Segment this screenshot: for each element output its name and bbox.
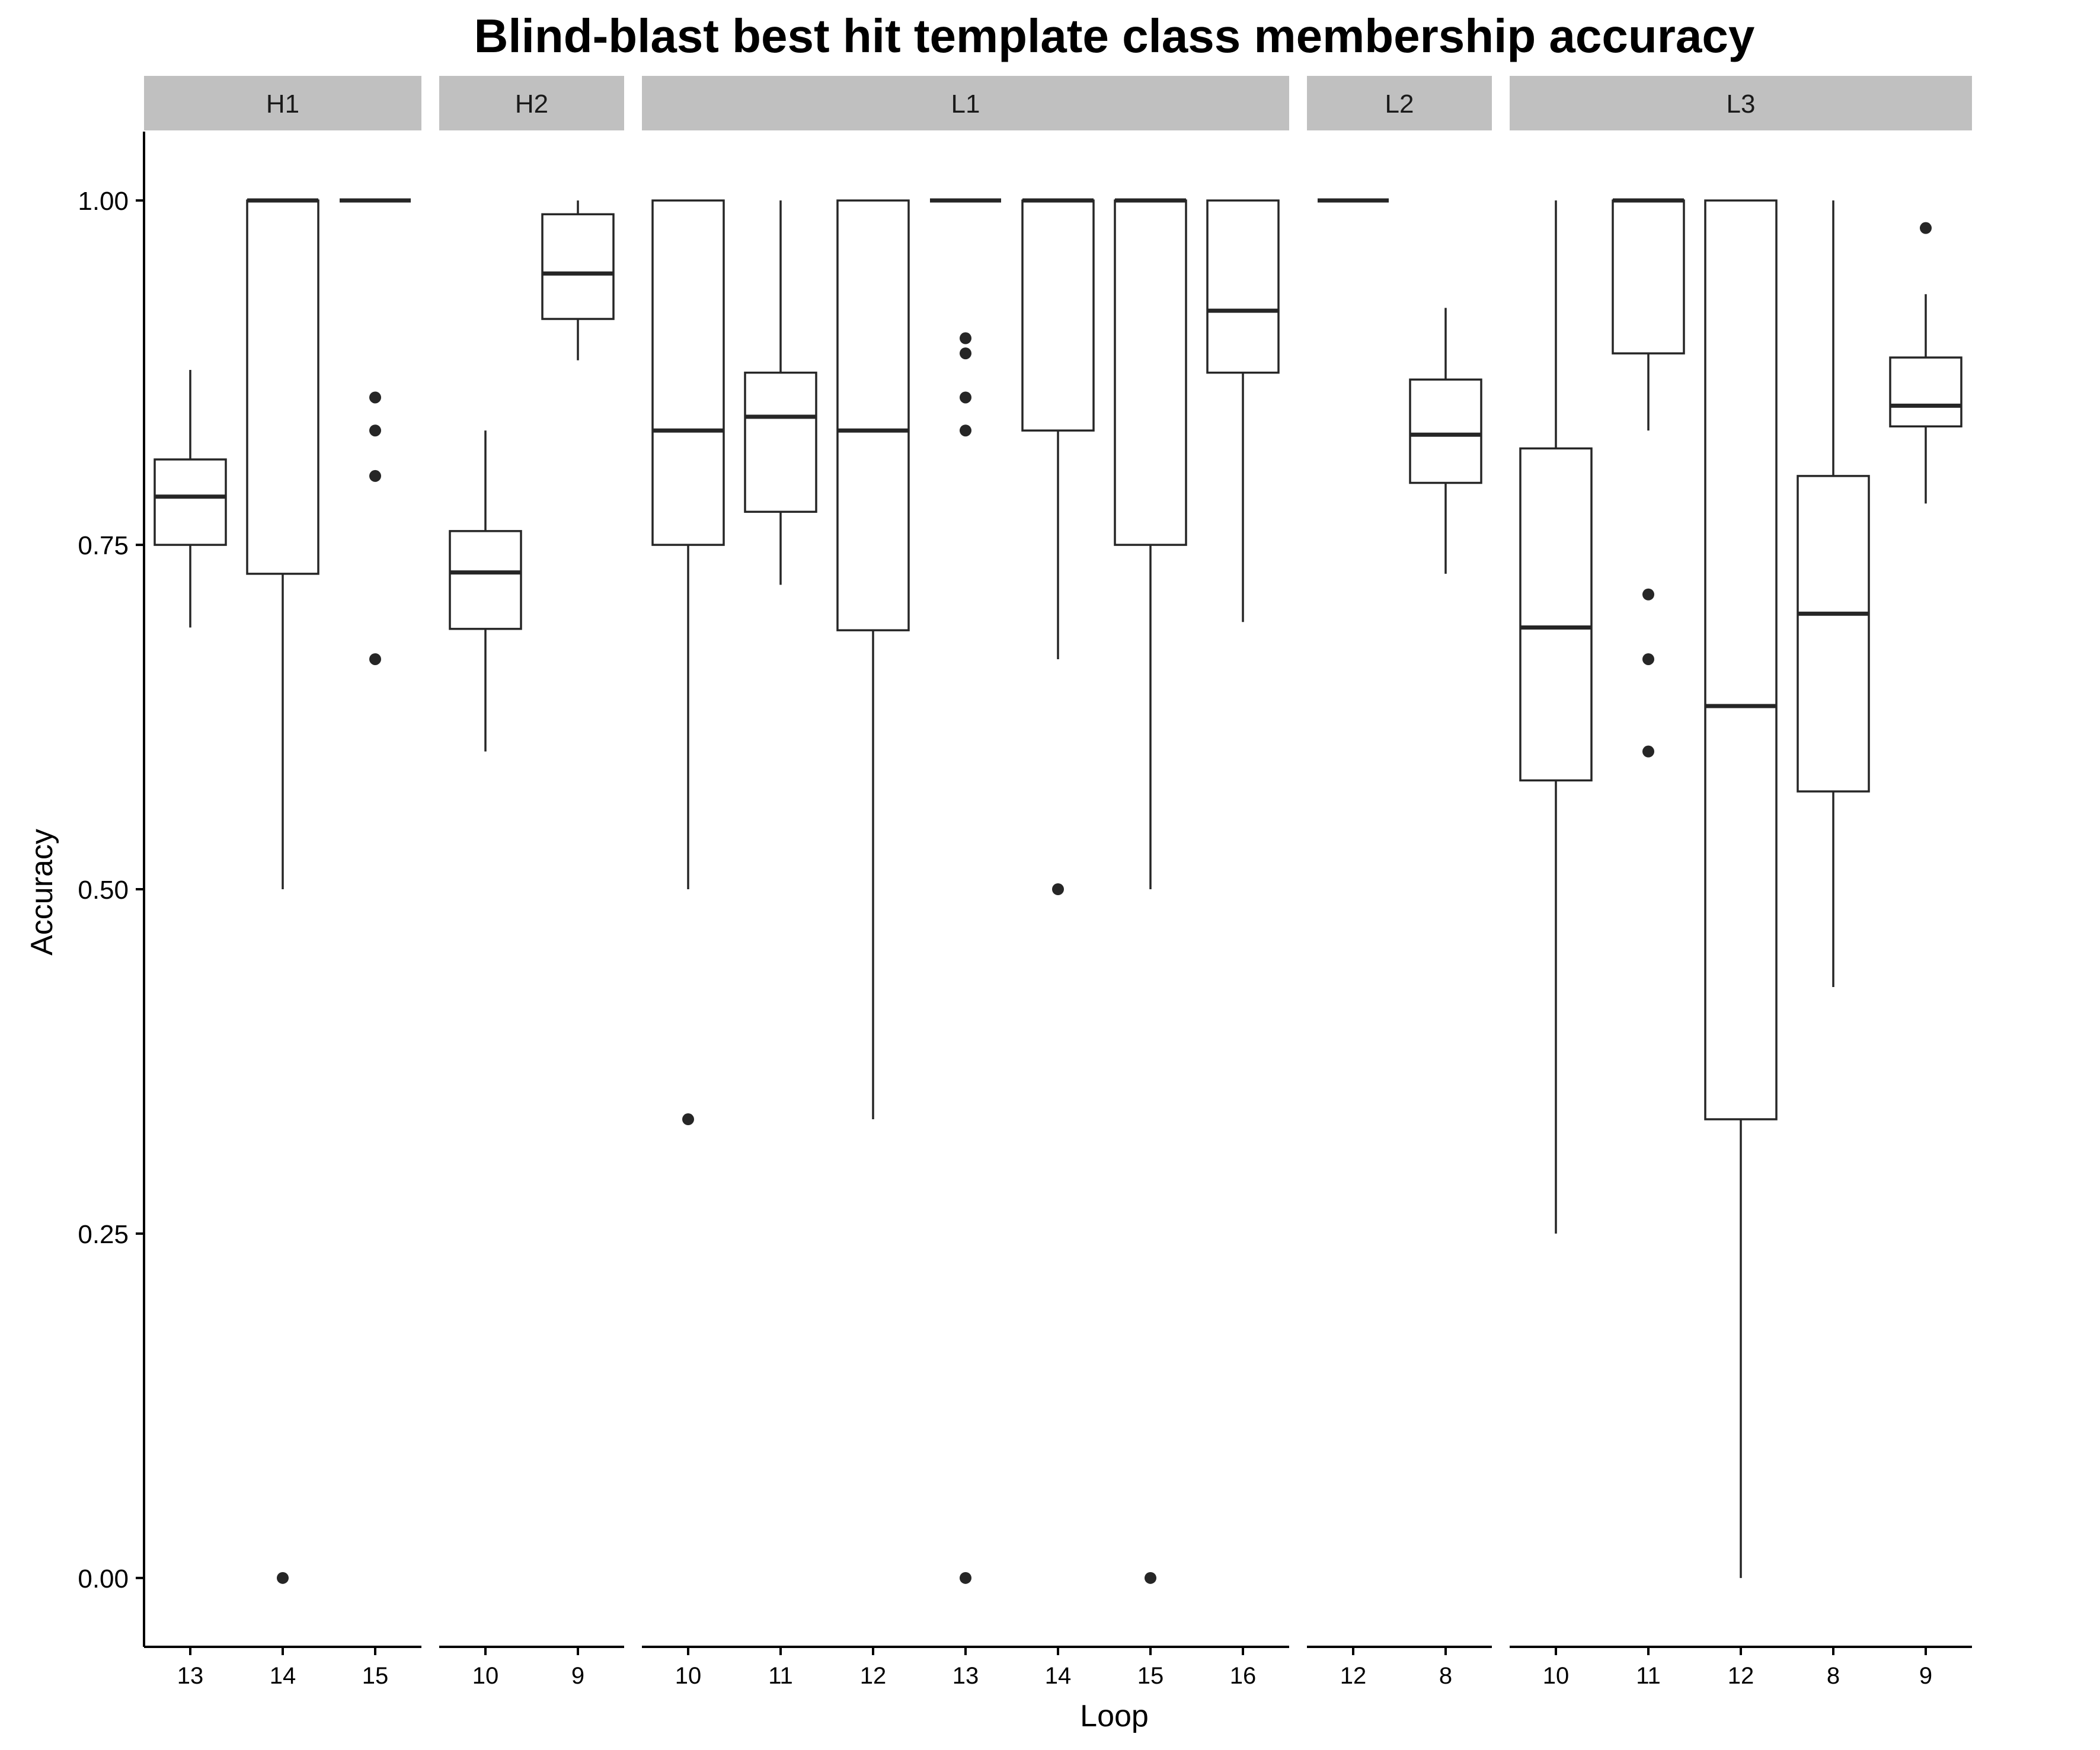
facet-strip bbox=[1307, 76, 1492, 130]
outlier-point bbox=[369, 470, 381, 482]
box-l1-16 bbox=[1206, 199, 1280, 622]
chart-title: Blind-blast best hit template class memb… bbox=[474, 9, 1755, 62]
box-iqr bbox=[1021, 199, 1095, 432]
box-l3-10 bbox=[1519, 200, 1593, 1234]
outlier-point bbox=[277, 1572, 289, 1584]
x-tick-label: 8 bbox=[1439, 1663, 1452, 1689]
box-iqr bbox=[541, 213, 615, 320]
box-iqr bbox=[836, 199, 910, 631]
box-iqr bbox=[246, 199, 319, 575]
x-tick-label: 9 bbox=[1919, 1663, 1932, 1689]
box-iqr bbox=[744, 371, 817, 513]
outlier-point bbox=[960, 347, 971, 360]
x-tick-label: 14 bbox=[270, 1663, 296, 1689]
outlier-point bbox=[1642, 653, 1654, 665]
box-l1-13 bbox=[930, 198, 1001, 1584]
x-tick-label: 10 bbox=[1543, 1663, 1570, 1689]
box-iqr bbox=[1797, 475, 1870, 793]
facet-strip-label: H1 bbox=[266, 90, 299, 119]
x-tick-label: 12 bbox=[1340, 1663, 1367, 1689]
outlier-point bbox=[960, 332, 971, 344]
facet-l2: L2 12 8 bbox=[1307, 76, 1492, 1689]
x-tick-label: 8 bbox=[1827, 1663, 1840, 1689]
x-tick-label: 13 bbox=[952, 1663, 979, 1689]
box-iqr bbox=[1206, 199, 1280, 374]
x-tick-label: 12 bbox=[1728, 1663, 1754, 1689]
box-iqr bbox=[1409, 378, 1482, 484]
outlier-point bbox=[369, 424, 381, 437]
y-axis: 0.00 0.25 0.50 0.75 1.00 bbox=[78, 132, 145, 1647]
x-axis-title: Loop bbox=[1080, 1699, 1149, 1733]
box-iqr bbox=[1114, 199, 1187, 546]
y-axis-title: Accuracy bbox=[25, 829, 59, 956]
box-l1-12 bbox=[836, 199, 910, 1120]
outlier-point bbox=[1642, 588, 1654, 601]
outlier-point bbox=[960, 391, 971, 404]
box-iqr bbox=[154, 458, 227, 546]
x-tick-label: 11 bbox=[1636, 1663, 1661, 1689]
facet-strip bbox=[642, 76, 1289, 130]
box-h1-13 bbox=[154, 369, 227, 628]
x-tick-label: 16 bbox=[1230, 1663, 1257, 1689]
box-l3-11 bbox=[1612, 198, 1685, 758]
y-tick-label: 0.25 bbox=[78, 1220, 129, 1249]
x-tick-label: 10 bbox=[472, 1663, 499, 1689]
x-tick-label: 13 bbox=[177, 1663, 204, 1689]
facet-l3: L3 10 11 12 8 9 bbox=[1510, 76, 1972, 1689]
outlier-point bbox=[1920, 222, 1932, 234]
outlier-point bbox=[960, 1572, 971, 1584]
box-l3-8 bbox=[1797, 200, 1870, 987]
facet-panels: H1 13 14 15 H2 10 9 L1 10 11 12 13 14 15 16 L2 12 8 L3 10 11… bbox=[144, 76, 1972, 1689]
facet-strip bbox=[1510, 76, 1972, 130]
box-h1-14 bbox=[246, 198, 319, 1584]
box-l2-8 bbox=[1409, 308, 1482, 574]
outlier-point bbox=[1642, 745, 1654, 758]
box-l1-10 bbox=[651, 199, 725, 1126]
facet-h2: H2 10 9 bbox=[439, 76, 624, 1689]
box-iqr bbox=[1889, 356, 1962, 428]
y-tick-label: 0.50 bbox=[78, 876, 129, 905]
facet-strip bbox=[439, 76, 624, 130]
outlier-point bbox=[1052, 883, 1064, 895]
facet-strip-label: L2 bbox=[1385, 90, 1414, 119]
box-l1-15 bbox=[1114, 198, 1187, 1584]
facet-l1: L1 10 11 12 13 14 15 16 bbox=[642, 76, 1289, 1689]
box-l1-14 bbox=[1021, 198, 1095, 895]
box-iqr bbox=[449, 530, 522, 630]
outlier-point bbox=[369, 391, 381, 404]
y-tick-label: 0.00 bbox=[78, 1564, 129, 1593]
facet-strip-label: L3 bbox=[1727, 90, 1756, 119]
outlier-point bbox=[682, 1113, 694, 1126]
x-tick-label: 14 bbox=[1045, 1663, 1072, 1689]
outlier-point bbox=[960, 424, 971, 437]
box-h2-10 bbox=[449, 430, 522, 752]
box-iqr bbox=[1519, 447, 1593, 782]
box-l3-12 bbox=[1704, 199, 1778, 1578]
x-tick-label: 12 bbox=[860, 1663, 887, 1689]
box-iqr bbox=[651, 199, 725, 546]
box-h2-9 bbox=[541, 200, 615, 360]
x-tick-label: 15 bbox=[1137, 1663, 1164, 1689]
facet-h1: H1 13 14 15 bbox=[144, 76, 421, 1689]
box-h1-15 bbox=[340, 198, 411, 665]
outlier-point bbox=[1145, 1572, 1156, 1584]
outlier-point bbox=[369, 653, 381, 665]
box-iqr bbox=[1612, 199, 1685, 355]
facet-strip-label: H2 bbox=[515, 90, 548, 119]
x-tick-label: 15 bbox=[362, 1663, 389, 1689]
facet-strip bbox=[144, 76, 421, 130]
x-tick-label: 11 bbox=[768, 1663, 793, 1689]
y-tick-label: 0.75 bbox=[78, 531, 129, 560]
box-l3-9 bbox=[1889, 222, 1962, 504]
facet-strip-label: L1 bbox=[951, 90, 980, 119]
x-tick-label: 10 bbox=[675, 1663, 702, 1689]
y-tick-label: 1.00 bbox=[78, 187, 129, 216]
box-iqr bbox=[1704, 199, 1778, 1120]
x-tick-label: 9 bbox=[571, 1663, 584, 1689]
box-l1-11 bbox=[744, 200, 817, 585]
